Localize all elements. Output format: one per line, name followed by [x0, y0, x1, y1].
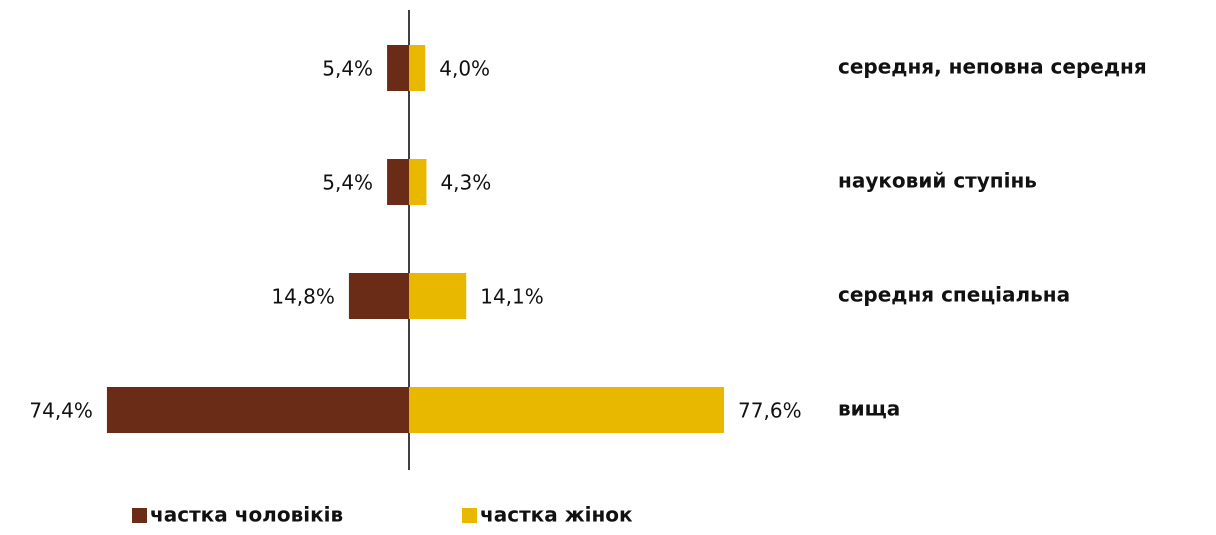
legend-swatch — [462, 508, 477, 523]
bar — [409, 387, 725, 433]
value-label: 4,0% — [439, 57, 490, 81]
category-label: середня, неповна середня — [838, 55, 1147, 79]
value-label: 5,4% — [322, 171, 373, 195]
category-label: середня спеціальна — [838, 283, 1070, 307]
value-label: 5,4% — [322, 57, 373, 81]
value-label: 14,1% — [480, 285, 544, 309]
value-label: 77,6% — [738, 399, 802, 423]
value-label: 4,3% — [440, 171, 491, 195]
bar — [387, 45, 409, 91]
bar — [106, 387, 409, 433]
category-label: вища — [838, 397, 900, 421]
bar — [409, 45, 426, 91]
legend-label: частка чоловіків — [150, 503, 343, 527]
value-label: 14,8% — [271, 285, 335, 309]
bar — [387, 159, 409, 205]
category-label: науковий ступінь — [838, 169, 1037, 193]
bar — [348, 273, 409, 319]
bar — [409, 273, 467, 319]
value-label: 74,4% — [29, 399, 93, 423]
legend-label: частка жінок — [480, 503, 633, 527]
legend-swatch — [132, 508, 147, 523]
bar — [409, 159, 427, 205]
